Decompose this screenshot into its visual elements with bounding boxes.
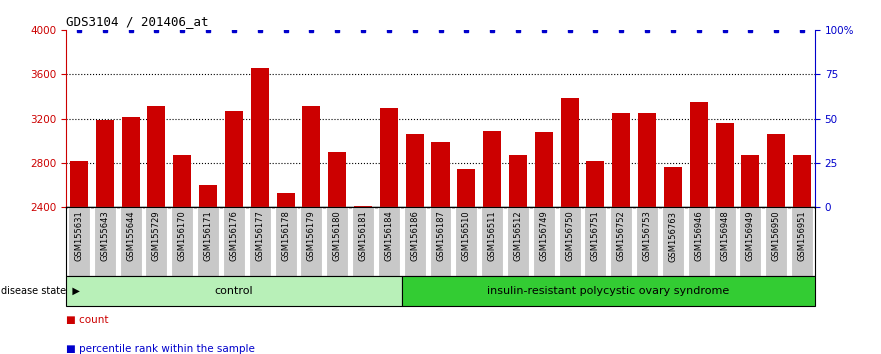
Text: GSM156763: GSM156763: [669, 211, 677, 262]
Bar: [793, 155, 811, 207]
Bar: [251, 68, 269, 207]
Bar: [275, 207, 297, 276]
Text: GSM156186: GSM156186: [411, 211, 419, 261]
Text: GSM155729: GSM155729: [152, 211, 161, 261]
Bar: [68, 207, 90, 276]
Bar: [174, 155, 191, 207]
Bar: [483, 131, 501, 207]
Bar: [664, 167, 682, 207]
Text: GSM156951: GSM156951: [797, 211, 806, 261]
Bar: [225, 111, 243, 207]
Bar: [199, 185, 217, 207]
Text: GSM155644: GSM155644: [126, 211, 135, 261]
Text: GSM156752: GSM156752: [617, 211, 626, 261]
Text: GSM156749: GSM156749: [539, 211, 548, 261]
Bar: [248, 207, 270, 276]
Bar: [766, 207, 787, 276]
Text: GSM156170: GSM156170: [178, 211, 187, 261]
Text: GSM156950: GSM156950: [772, 211, 781, 261]
Bar: [739, 207, 761, 276]
Bar: [328, 152, 346, 207]
Bar: [584, 207, 606, 276]
Bar: [403, 207, 426, 276]
Bar: [481, 207, 503, 276]
Text: GSM156510: GSM156510: [462, 211, 470, 261]
Text: ■ count: ■ count: [66, 315, 108, 325]
Bar: [96, 120, 114, 207]
Bar: [223, 207, 245, 276]
Bar: [120, 207, 142, 276]
Bar: [430, 207, 451, 276]
Bar: [455, 207, 478, 276]
Text: GSM156184: GSM156184: [384, 211, 393, 261]
Text: GSM156511: GSM156511: [488, 211, 497, 261]
Text: control: control: [215, 286, 253, 296]
Text: GSM156751: GSM156751: [591, 211, 600, 261]
Bar: [302, 107, 321, 207]
Bar: [66, 276, 402, 306]
Bar: [197, 207, 219, 276]
Text: GSM156753: GSM156753: [642, 211, 652, 261]
Bar: [354, 206, 372, 207]
Text: GSM156181: GSM156181: [359, 211, 367, 261]
Text: GSM155643: GSM155643: [100, 211, 109, 261]
Text: GSM156512: GSM156512: [514, 211, 522, 261]
Text: GSM156187: GSM156187: [436, 211, 445, 261]
Text: GSM155631: GSM155631: [75, 211, 84, 261]
Bar: [380, 108, 398, 207]
Text: GSM156176: GSM156176: [229, 211, 239, 261]
Bar: [767, 134, 785, 207]
Bar: [402, 276, 815, 306]
Text: disease state  ▶: disease state ▶: [1, 286, 80, 296]
Bar: [457, 170, 476, 207]
Bar: [791, 207, 813, 276]
Text: GSM156178: GSM156178: [281, 211, 290, 261]
Bar: [277, 193, 294, 207]
Bar: [70, 161, 88, 207]
Bar: [636, 207, 658, 276]
Bar: [171, 207, 193, 276]
Bar: [533, 207, 555, 276]
Bar: [535, 132, 552, 207]
Text: GDS3104 / 201406_at: GDS3104 / 201406_at: [66, 15, 209, 28]
Bar: [741, 155, 759, 207]
Bar: [715, 123, 734, 207]
Text: GSM156179: GSM156179: [307, 211, 316, 261]
Text: GSM156946: GSM156946: [694, 211, 703, 261]
Bar: [612, 113, 630, 207]
Bar: [560, 98, 579, 207]
Bar: [352, 207, 374, 276]
Bar: [714, 207, 736, 276]
Text: GSM156750: GSM156750: [565, 211, 574, 261]
Bar: [405, 134, 424, 207]
Text: insulin-resistant polycystic ovary syndrome: insulin-resistant polycystic ovary syndr…: [487, 286, 729, 296]
Text: GSM156180: GSM156180: [333, 211, 342, 261]
Bar: [432, 142, 449, 207]
Bar: [94, 207, 115, 276]
Bar: [559, 207, 581, 276]
Bar: [688, 207, 710, 276]
Bar: [662, 207, 684, 276]
Text: GSM156948: GSM156948: [720, 211, 729, 261]
Text: GSM156949: GSM156949: [746, 211, 755, 261]
Bar: [690, 102, 707, 207]
Bar: [147, 107, 166, 207]
Bar: [300, 207, 322, 276]
Bar: [587, 161, 604, 207]
Bar: [326, 207, 348, 276]
Bar: [378, 207, 400, 276]
Text: GSM156177: GSM156177: [255, 211, 264, 261]
Bar: [638, 113, 656, 207]
Text: ■ percentile rank within the sample: ■ percentile rank within the sample: [66, 344, 255, 354]
Bar: [509, 155, 527, 207]
Text: GSM156171: GSM156171: [204, 211, 212, 261]
Bar: [611, 207, 633, 276]
Bar: [122, 118, 140, 207]
Bar: [145, 207, 167, 276]
Bar: [507, 207, 529, 276]
